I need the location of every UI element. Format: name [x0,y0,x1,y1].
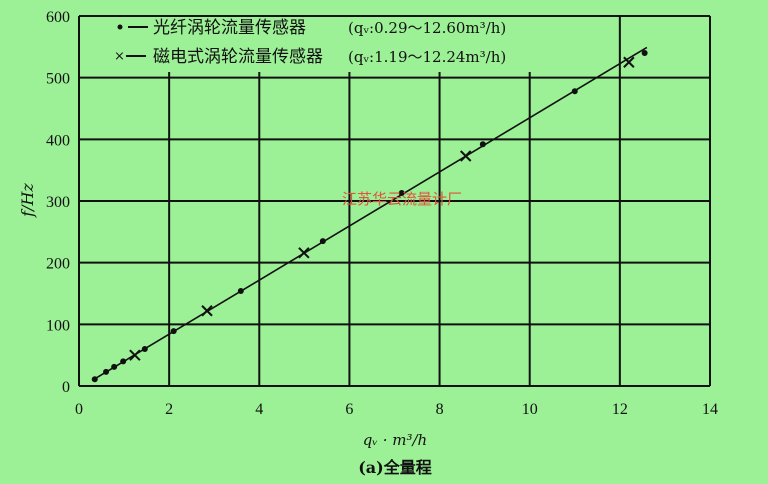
x-tick-label: 0 [75,401,83,418]
y-tick-label: 0 [62,379,70,396]
legend-dot-marker [117,24,123,30]
marks [91,46,648,383]
chart-caption: (a)全量程 [358,458,432,477]
data-point-dot [141,346,148,352]
data-point-cross [460,150,472,162]
data-point-cross [129,349,141,361]
cross-stroke [201,305,213,317]
x-tick-label: 4 [255,401,263,418]
data-point-dot [398,189,405,196]
data-point-dot [103,368,110,375]
legend: 光纤涡轮流量传感器 (qᵥ:0.29～12.60m³/h) × 磁电式涡轮流量传… [114,18,506,67]
y-tick-label: 400 [46,132,70,149]
data-point-dot [319,238,326,245]
data-point-dot [120,358,127,365]
y-tick-label: 300 [46,194,70,211]
x-tick-labels: 0 2 4 6 8 10 12 14 [75,401,718,418]
legend-range-2: (qᵥ:1.19～12.24m³/h) [348,48,506,66]
y-tick-label: 100 [46,317,70,334]
cross-stroke [623,56,635,68]
y-tick-label: 600 [46,9,70,26]
cross-stroke [460,150,472,162]
x-tick-label: 12 [612,401,628,418]
cross-stroke [129,349,141,361]
x-tick-label: 10 [522,401,538,418]
grid [78,15,711,387]
data-point-cross [298,247,310,259]
y-tick-label: 500 [46,71,70,88]
x-tick-label: 6 [345,401,353,418]
data-point-dot [641,50,648,56]
x-tick-label: 8 [436,401,444,418]
legend-label-1: 光纤涡轮流量传感器 [153,18,306,38]
cross-stroke [298,247,310,259]
data-point-dot [170,328,177,335]
x-tick-label: 14 [702,401,718,418]
y-axis-label: f/Hz [18,183,37,218]
data-point-cross [201,305,213,317]
data-point-cross [623,56,635,68]
legend-label-2: 磁电式涡轮流量传感器 [153,47,323,67]
data-point-dot [571,88,578,95]
x-axis-label: qᵥ · m³/h [363,431,427,449]
y-tick-label: 200 [46,256,70,273]
watermark: 江苏华云流量计厂 [342,190,462,208]
data-point-dot [91,376,98,383]
legend-box [80,17,612,72]
fit-line [91,46,648,382]
data-point-dot [479,141,486,148]
legend-cross-marker: × [114,49,125,64]
legend-range-1: (qᵥ:0.29～12.60m³/h) [348,19,506,37]
data-point-dot [111,363,118,370]
y-tick-labels: 0 100 200 300 400 500 600 [46,9,70,396]
x-tick-label: 2 [165,401,173,418]
data-point-dot [237,288,244,295]
